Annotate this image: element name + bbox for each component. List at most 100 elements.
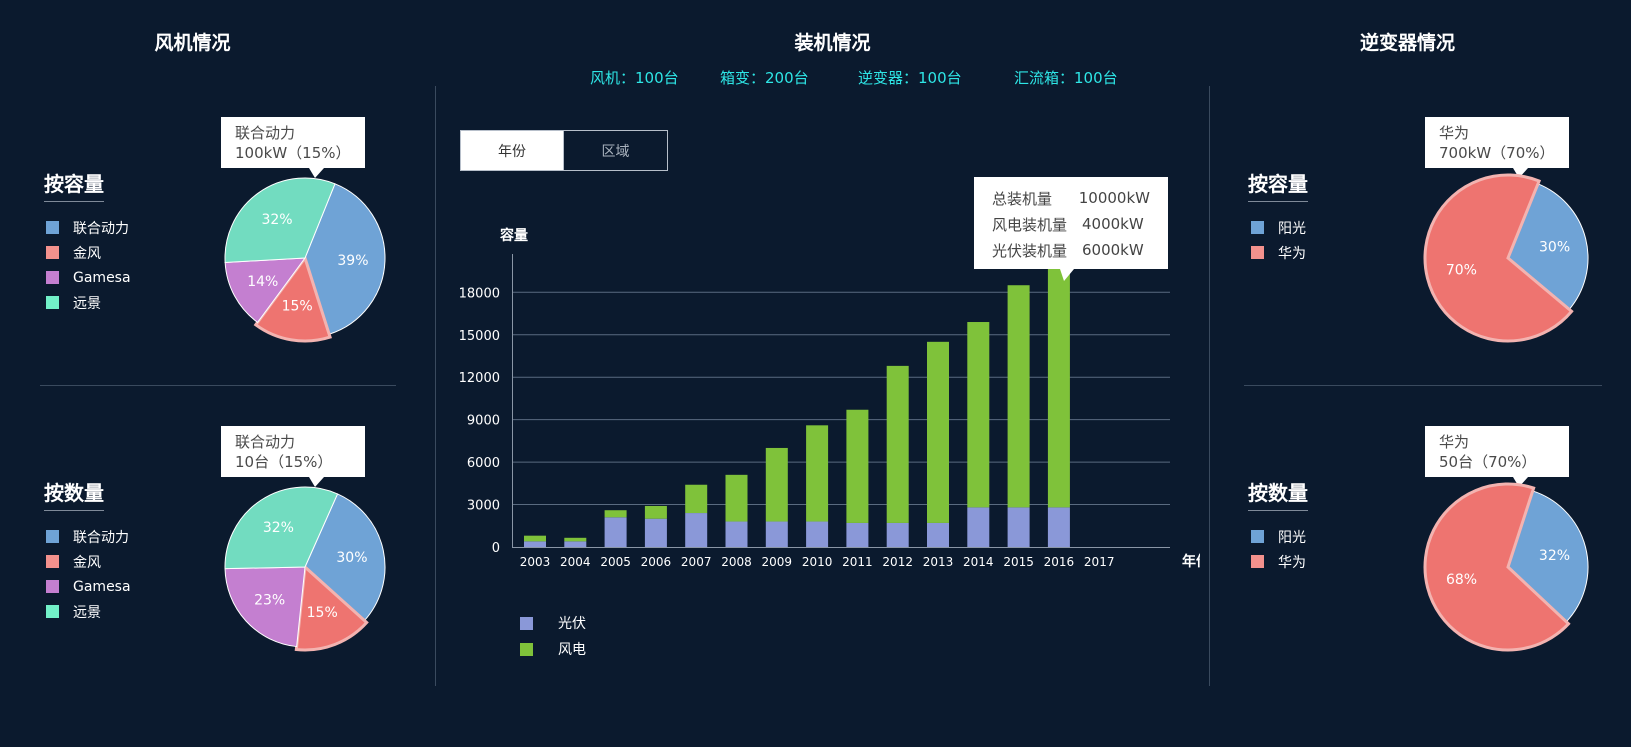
bar-wind-2015[interactable] — [1007, 285, 1030, 508]
pie-slice-2[interactable] — [1423, 482, 1571, 652]
x-tick-label: 2005 — [600, 555, 631, 569]
x-tick-label: 2009 — [762, 555, 793, 569]
right-capacity-pie: 30% 70% — [1423, 173, 1589, 343]
legend-item[interactable]: 华为 — [1251, 549, 1306, 574]
bar-wind-2009[interactable] — [765, 447, 788, 522]
legend-item[interactable]: 金风 — [46, 549, 131, 574]
pie-value-label: 39% — [337, 253, 368, 269]
legend-item[interactable]: Gamesa — [46, 265, 131, 290]
pie-slice-1[interactable] — [304, 493, 386, 622]
legend-item[interactable]: 阳光 — [1251, 215, 1306, 240]
callout-line: 100kW（15%） — [235, 144, 351, 162]
pie-value-label: 68% — [1446, 572, 1477, 588]
legend-solar-label[interactable]: 光伏 — [558, 616, 586, 632]
summary-inverters: 逆变器：100台 — [858, 69, 962, 87]
left-divider — [435, 86, 436, 686]
bar-wind-2004[interactable] — [564, 537, 587, 542]
pie-slice-3[interactable] — [224, 566, 306, 648]
legend-item[interactable]: 远景 — [46, 290, 131, 315]
bar-solar-2014[interactable] — [967, 507, 990, 547]
y-axis-label: 容量 — [499, 227, 528, 244]
legend-item[interactable]: 金风 — [46, 240, 131, 265]
bar-solar-2013[interactable] — [927, 522, 949, 547]
y-tick-label: 0 — [492, 541, 500, 556]
pie-slice-2[interactable] — [1423, 173, 1574, 343]
legend-item[interactable]: Gamesa — [46, 574, 131, 599]
bar-wind-2008[interactable] — [725, 474, 748, 522]
x-tick-label: 2016 — [1044, 555, 1075, 569]
legend-swatch — [46, 221, 59, 234]
pie-slice-4[interactable] — [224, 486, 339, 570]
legend-item[interactable]: 华为 — [1251, 240, 1306, 265]
pie-slice-1[interactable] — [1507, 183, 1589, 311]
legend-swatch — [1251, 530, 1264, 543]
legend-swatch — [46, 555, 59, 568]
right-capacity-callout: 华为 700kW（70%） — [1425, 117, 1569, 178]
legend-wind-label[interactable]: 风电 — [558, 642, 586, 658]
bar-wind-2005[interactable] — [604, 510, 627, 518]
bar-wind-2006[interactable] — [644, 505, 667, 519]
legend-label: 阳光 — [1278, 220, 1306, 237]
legend-swatch — [46, 246, 59, 259]
bar-solar-2005[interactable] — [604, 517, 627, 547]
bar-wind-2010[interactable] — [806, 425, 829, 522]
legend-item[interactable]: 联合动力 — [46, 524, 131, 549]
bar-solar-2015[interactable] — [1007, 507, 1030, 547]
tooltip-label: 总装机量 — [992, 189, 1053, 208]
bar-wind-2003[interactable] — [524, 535, 546, 542]
bar-wind-2013[interactable] — [927, 341, 949, 523]
legend-swatch — [46, 271, 59, 284]
bar-wind-2007[interactable] — [685, 484, 708, 514]
pie-slice-1[interactable] — [1507, 490, 1589, 623]
pie-slice-2[interactable] — [294, 563, 369, 652]
x-tick-label: 2015 — [1003, 555, 1034, 569]
x-tick-label: 2008 — [721, 555, 752, 569]
legend-label: Gamesa — [73, 578, 131, 595]
bar-solar-2008[interactable] — [725, 521, 748, 547]
legend-label: 金风 — [73, 554, 101, 571]
callout-line: 华为 — [1439, 124, 1470, 142]
y-tick-label: 6000 — [467, 456, 500, 471]
left-capacity-section-title: 按容量 — [44, 168, 104, 202]
pie-value-label: 70% — [1446, 263, 1477, 279]
tooltip-label: 风电装机量 — [992, 215, 1068, 234]
tab-region[interactable]: 区域 — [564, 130, 668, 171]
pie-slice-4[interactable] — [224, 177, 336, 263]
legend-swatch — [1251, 555, 1264, 568]
callout-line: 700kW（70%） — [1439, 144, 1555, 162]
x-tick-label: 2012 — [882, 555, 913, 569]
tab-year[interactable]: 年份 — [460, 130, 564, 171]
pie-slice-3[interactable] — [224, 257, 307, 324]
installed-capacity-bar-chart: 0 3000 6000 9000 12000 15000 18000 容量年份 2003 2004… — [459, 227, 1200, 658]
bar-solar-2009[interactable] — [765, 521, 788, 547]
legend-label: 华为 — [1278, 245, 1306, 262]
legend-label: 华为 — [1278, 554, 1306, 571]
legend-item[interactable]: 联合动力 — [46, 215, 131, 240]
right-section-divider — [1244, 385, 1602, 386]
callout-line: 50台（70%） — [1439, 453, 1537, 471]
y-tick-label: 3000 — [467, 499, 500, 514]
bar-solar-2011[interactable] — [846, 522, 869, 547]
pie-slice-2[interactable] — [253, 254, 332, 343]
tooltip-value: 4000kW — [1082, 215, 1144, 233]
bar-solar-2007[interactable] — [685, 513, 708, 547]
left-section-divider — [40, 385, 396, 386]
bar-solar-2004[interactable] — [564, 541, 587, 547]
bar-wind-2014[interactable] — [967, 322, 990, 508]
bar-wind-2016[interactable] — [1047, 268, 1070, 508]
x-tick-label: 2017 — [1084, 555, 1115, 569]
bar-wind-2011[interactable] — [846, 409, 869, 523]
bar-solar-2012[interactable] — [886, 522, 909, 547]
bar-solar-2010[interactable] — [806, 521, 829, 547]
bar-wind-2012[interactable] — [886, 365, 909, 523]
summary-combiner-boxes: 汇流箱：100台 — [1014, 69, 1118, 87]
right-count-legend: 阳光 华为 — [1251, 524, 1306, 574]
pie-slice-1[interactable] — [304, 183, 386, 335]
legend-item[interactable]: 远景 — [46, 599, 131, 624]
legend-item[interactable]: 阳光 — [1251, 524, 1306, 549]
callout-line: 10台（15%） — [235, 453, 333, 471]
bar-solar-2006[interactable] — [644, 518, 667, 547]
x-tick-label: 2004 — [560, 555, 591, 569]
bar-solar-2016[interactable] — [1047, 507, 1070, 547]
bar-solar-2003[interactable] — [524, 541, 546, 547]
